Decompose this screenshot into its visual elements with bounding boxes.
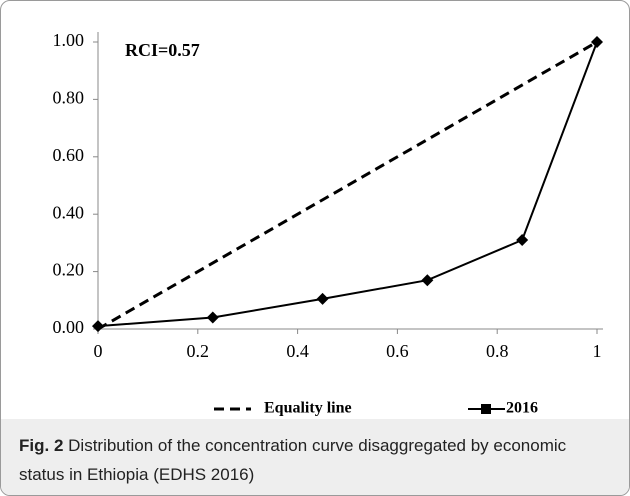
y-tick-label: 0.80 — [53, 88, 85, 108]
legend-marker — [481, 404, 491, 414]
caption-label: Fig. 2 — [19, 436, 64, 455]
marker — [591, 36, 603, 48]
x-tick-label: 0 — [94, 341, 103, 361]
x-tick-label: 0.8 — [486, 341, 509, 361]
series-line — [97, 40, 598, 331]
legend-label: 2016 — [506, 400, 538, 417]
marker — [92, 320, 104, 333]
y-tick-label: 0.20 — [53, 260, 85, 280]
annotation: RCI=0.57 — [125, 40, 200, 60]
series-line — [97, 41, 598, 328]
y-tick-label: 0.00 — [53, 317, 85, 337]
marker — [206, 311, 219, 324]
caption-box: Fig. 2 Distribution of the concentration… — [1, 419, 629, 495]
x-tick-label: 1 — [593, 341, 602, 361]
x-tick-label: 0.4 — [286, 341, 309, 361]
chart: RCI=0.57 0.00 0.20 0.40 0.60 0.80 1.00 0 0.2 0.4… — [53, 30, 603, 417]
marker — [516, 234, 529, 247]
x-tick-label: 0.2 — [187, 341, 210, 361]
marker — [316, 292, 329, 305]
caption-text: Distribution of the concentration curve … — [19, 436, 567, 484]
legend-label: Equality line — [264, 400, 352, 417]
y-tick-label: 0.60 — [53, 145, 85, 165]
caption: Fig. 2 Distribution of the concentration… — [19, 431, 584, 489]
x-tick-label: 0.6 — [386, 341, 409, 361]
marker — [421, 274, 434, 287]
y-tick-label: 1.00 — [53, 30, 85, 50]
y-tick-label: 0.40 — [53, 202, 85, 222]
